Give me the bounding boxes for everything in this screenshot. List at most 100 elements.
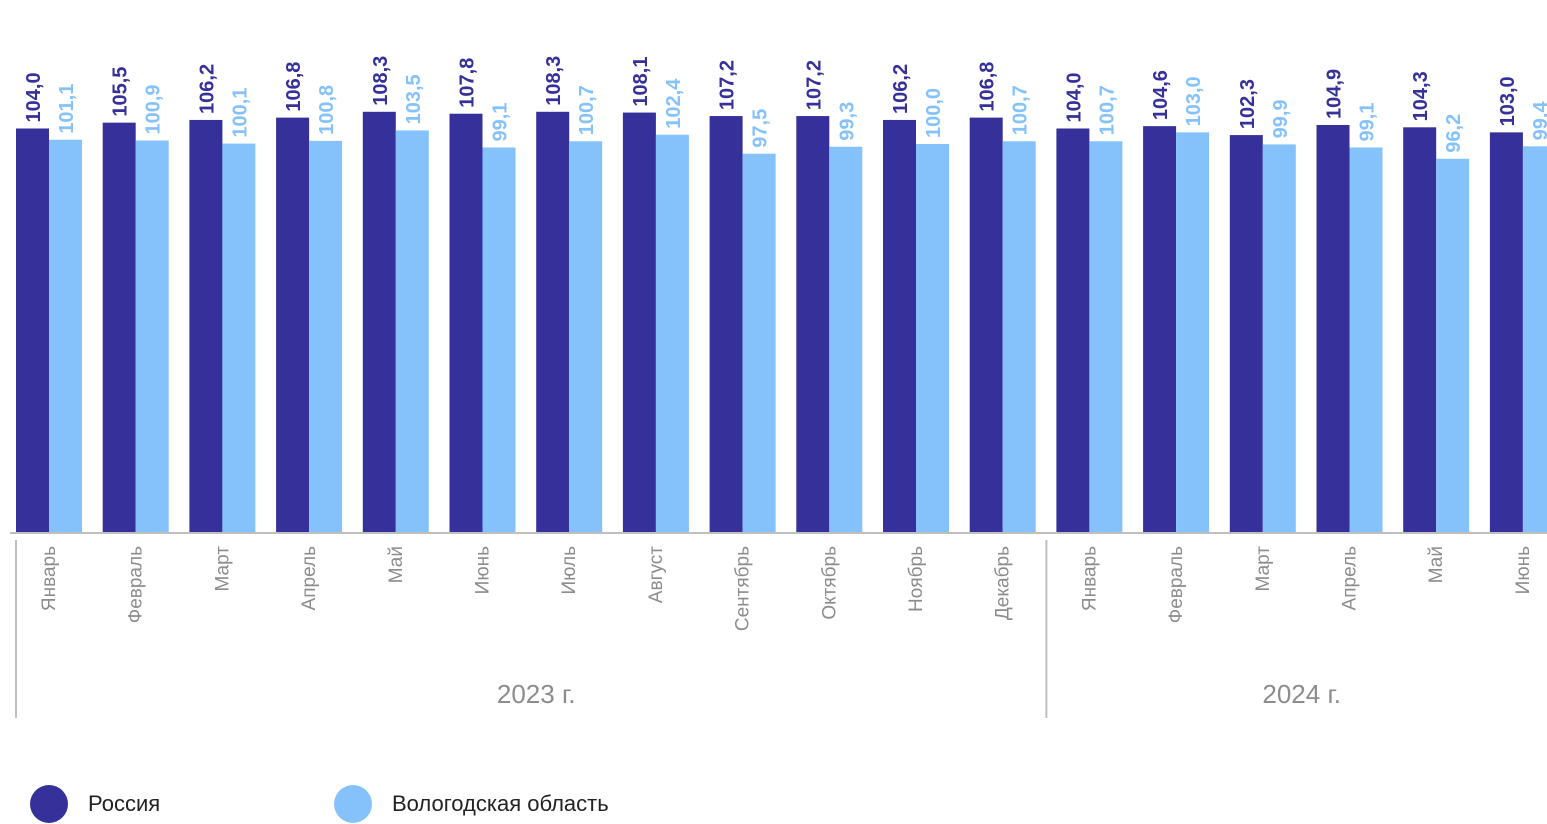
bar-vologda-8 <box>742 153 776 532</box>
value-label-russia-6: 108,3 <box>543 56 565 106</box>
category-label-10: Ноябрь <box>906 546 927 612</box>
legend-swatch-russia <box>30 785 68 823</box>
category-label-13: Февраль <box>1166 546 1187 623</box>
value-label-russia-17: 103,0 <box>1497 76 1519 126</box>
bar-vologda-9 <box>829 146 863 532</box>
value-label-vologda-7: 102,4 <box>663 78 685 129</box>
year-label-0: 2023 г. <box>497 679 576 709</box>
category-label-7: Август <box>646 546 667 603</box>
year-label-1: 2024 г. <box>1262 679 1341 709</box>
bar-vologda-7 <box>655 134 689 533</box>
value-label-russia-13: 104,6 <box>1150 70 1172 120</box>
bars-group <box>16 111 1547 533</box>
value-label-russia-8: 107,2 <box>717 60 739 110</box>
bar-vologda-5 <box>482 147 516 532</box>
category-label-11: Декабрь <box>993 546 1014 620</box>
category-label-12: Январь <box>1079 546 1100 611</box>
bar-russia-9 <box>796 116 830 533</box>
bar-russia-12 <box>1056 128 1090 533</box>
bar-russia-13 <box>1143 126 1177 532</box>
value-label-vologda-9: 99,3 <box>836 102 858 141</box>
bar-russia-1 <box>102 122 136 532</box>
category-label-17: Июнь <box>1513 546 1534 594</box>
bar-russia-17 <box>1489 132 1523 533</box>
bar-russia-4 <box>362 111 396 533</box>
bar-vologda-3 <box>309 140 343 532</box>
value-label-vologda-3: 100,8 <box>316 85 338 135</box>
bar-vologda-16 <box>1436 158 1470 532</box>
bar-russia-8 <box>709 116 743 533</box>
value-label-vologda-15: 99,1 <box>1357 103 1379 142</box>
value-label-russia-0: 104,0 <box>23 72 45 122</box>
category-label-14: Март <box>1253 546 1274 592</box>
category-label-2: Март <box>212 546 233 592</box>
bar-russia-6 <box>536 111 570 533</box>
legend-item-russia: Россия <box>30 784 160 824</box>
bar-russia-10 <box>883 119 916 532</box>
bar-russia-5 <box>449 113 483 533</box>
value-label-vologda-1: 100,9 <box>143 84 165 134</box>
value-label-russia-2: 106,2 <box>196 64 218 114</box>
value-label-vologda-4: 103,5 <box>403 74 425 124</box>
value-label-vologda-10: 100,0 <box>923 88 945 138</box>
bar-vologda-4 <box>395 130 429 533</box>
value-label-russia-12: 104,0 <box>1063 72 1085 122</box>
category-label-5: Июнь <box>473 546 494 594</box>
legend-swatch-vologda <box>334 785 372 823</box>
bar-russia-15 <box>1316 124 1350 532</box>
bar-russia-2 <box>189 119 223 532</box>
legend-item-vologda: Вологодская область <box>334 784 609 824</box>
value-label-russia-16: 104,3 <box>1410 71 1432 121</box>
value-label-russia-11: 106,8 <box>977 62 999 112</box>
bar-vologda-17 <box>1522 146 1547 532</box>
bar-vologda-2 <box>222 143 256 532</box>
category-label-8: Сентябрь <box>733 546 754 631</box>
bar-vologda-12 <box>1089 141 1123 532</box>
category-label-4: Май <box>386 546 407 583</box>
bar-russia-16 <box>1403 127 1437 532</box>
bar-russia-11 <box>969 117 1003 532</box>
bar-russia-14 <box>1229 135 1263 533</box>
category-label-16: Май <box>1426 546 1447 583</box>
value-label-vologda-2: 100,1 <box>229 88 251 138</box>
value-label-vologda-12: 100,7 <box>1096 85 1118 135</box>
bar-vologda-11 <box>1002 141 1036 532</box>
legend-label-vologda: Вологодская область <box>392 791 609 816</box>
category-label-0: Январь <box>39 546 60 611</box>
value-label-vologda-17: 99,4 <box>1530 101 1547 141</box>
value-label-vologda-6: 100,7 <box>576 85 598 135</box>
bar-vologda-15 <box>1349 147 1383 532</box>
bar-russia-7 <box>622 112 656 533</box>
category-label-3: Апрель <box>299 546 320 611</box>
value-label-russia-10: 106,2 <box>890 64 912 114</box>
value-label-russia-9: 107,2 <box>803 60 825 110</box>
value-label-russia-3: 106,8 <box>283 62 305 112</box>
bar-vologda-13 <box>1176 132 1210 533</box>
value-label-russia-7: 108,1 <box>630 57 652 107</box>
value-label-vologda-0: 101,1 <box>56 84 78 134</box>
value-label-russia-15: 104,9 <box>1324 69 1346 119</box>
value-label-vologda-13: 103,0 <box>1183 76 1205 126</box>
bar-vologda-1 <box>135 140 169 532</box>
value-label-russia-14: 102,3 <box>1237 79 1259 129</box>
bar-vologda-6 <box>569 141 603 532</box>
category-label-9: Октябрь <box>819 546 840 620</box>
value-label-vologda-16: 96,2 <box>1443 114 1465 153</box>
value-label-russia-5: 107,8 <box>457 58 479 108</box>
value-label-russia-1: 105,5 <box>110 67 132 117</box>
bar-vologda-0 <box>49 139 82 532</box>
value-labels-group: 104,0 101,1 105,5 100,9 106,2 100,1 106,8 100,8… <box>23 56 1547 153</box>
value-label-russia-4: 108,3 <box>370 56 392 106</box>
x-axis: Январь Февраль Март Апрель Май Июнь Июль Август… <box>10 532 1547 718</box>
value-label-vologda-14: 99,9 <box>1270 99 1292 138</box>
bar-russia-0 <box>16 128 49 533</box>
bar-vologda-10 <box>916 144 949 532</box>
bar-russia-3 <box>276 117 310 532</box>
category-label-6: Июль <box>559 546 580 595</box>
value-label-vologda-8: 97,5 <box>750 109 772 148</box>
value-label-vologda-11: 100,7 <box>1010 85 1032 135</box>
legend-label-russia: Россия <box>88 791 161 816</box>
category-label-15: Апрель <box>1340 546 1361 611</box>
value-label-vologda-5: 99,1 <box>490 103 512 142</box>
